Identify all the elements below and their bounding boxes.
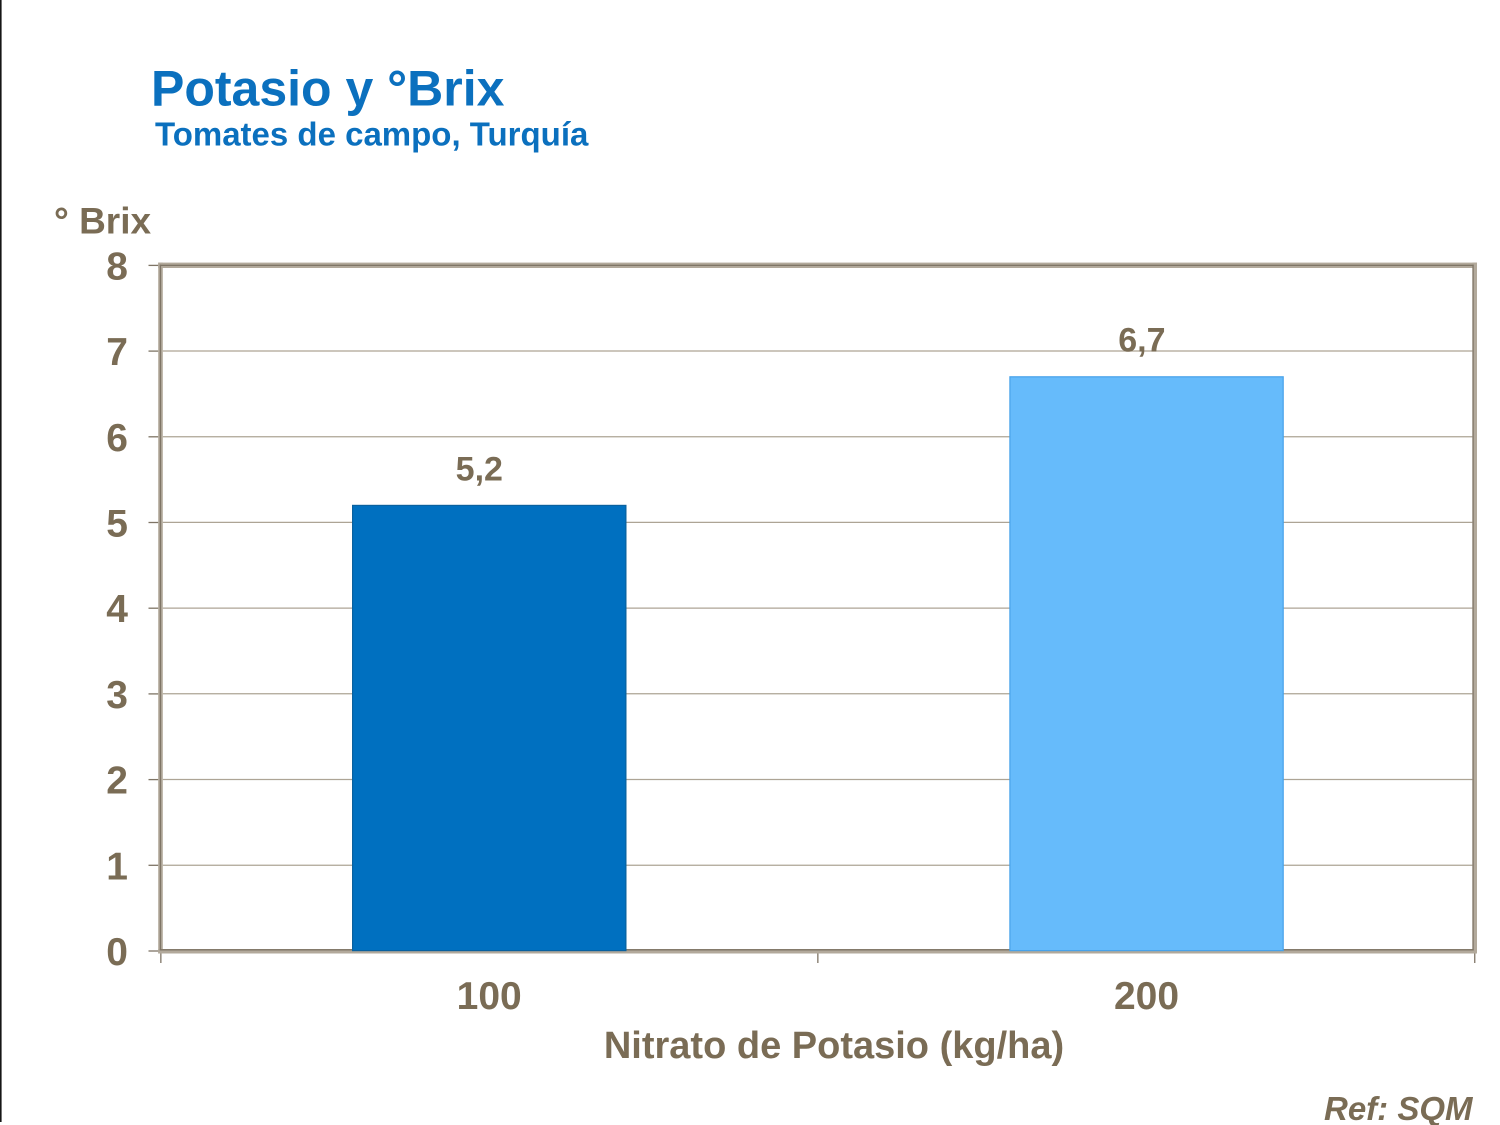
svg-text:3: 3 [106,674,128,717]
svg-text:0: 0 [106,931,128,974]
svg-text:Tomates de campo, Turquía: Tomates de campo, Turquía [155,116,589,153]
svg-text:Potasio y °Brix: Potasio y °Brix [151,61,505,117]
svg-text:1: 1 [106,845,128,888]
svg-text:7: 7 [106,331,128,374]
svg-text:° Brix: ° Brix [54,201,151,242]
svg-text:6,7: 6,7 [1118,322,1165,360]
svg-text:Ref: SQM: Ref: SQM [1324,1090,1474,1125]
svg-text:200: 200 [1114,975,1179,1018]
svg-text:Nitrato de Potasio (kg/ha): Nitrato de Potasio (kg/ha) [604,1025,1064,1067]
svg-text:2: 2 [106,760,128,803]
svg-text:100: 100 [457,975,522,1018]
svg-text:5: 5 [106,503,128,546]
svg-text:4: 4 [106,588,128,631]
svg-text:6: 6 [106,417,128,460]
svg-text:5,2: 5,2 [456,451,503,489]
svg-text:8: 8 [106,245,128,288]
